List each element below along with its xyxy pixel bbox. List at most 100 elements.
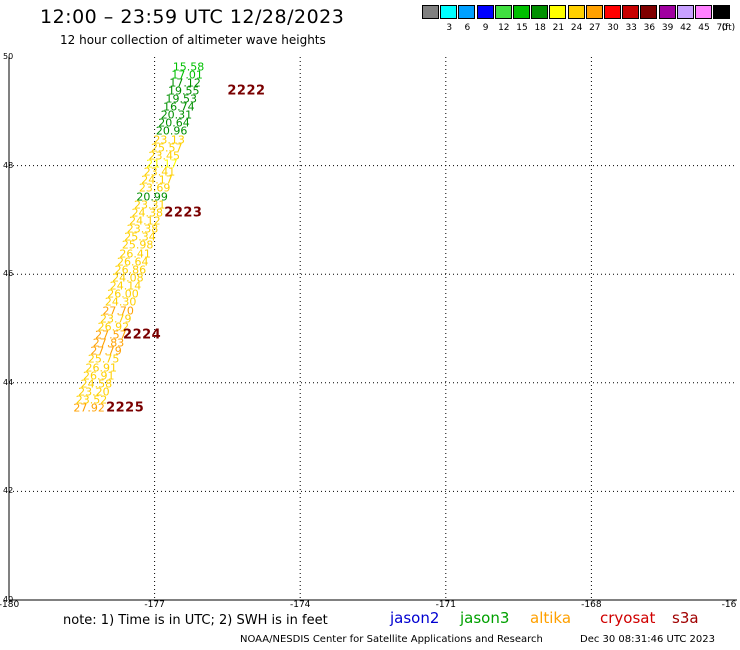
- y-tick-label: 50: [3, 52, 14, 61]
- x-tick-label: -168: [581, 600, 602, 610]
- swh-value: 27.79: [90, 344, 122, 358]
- swh-value: 26.00: [107, 287, 139, 301]
- pass-label: 2222: [227, 83, 266, 99]
- footer-credit: NOAA/NESDIS Center for Satellite Applica…: [240, 634, 543, 645]
- swh-value: 23.69: [138, 181, 171, 195]
- legend-label: 42: [680, 23, 692, 33]
- swh-value: 26.64: [117, 255, 149, 269]
- legend-label: 45: [698, 23, 710, 33]
- legend-swatch: [604, 5, 621, 19]
- swh-value: 23.38: [126, 222, 159, 236]
- satellite-name: altika: [530, 609, 572, 627]
- swh-value: 15.58: [172, 60, 205, 74]
- y-tick-label: 40: [3, 595, 14, 604]
- swh-value: 27.92: [73, 401, 105, 415]
- legend-swatch: [713, 5, 731, 19]
- swh-value: 24.58: [80, 377, 113, 391]
- swh-value: 23.79: [100, 312, 132, 326]
- legend-swatch: [640, 5, 658, 19]
- swh-value: 24.17: [141, 173, 173, 187]
- legend-label: 36: [643, 23, 656, 33]
- swh-value: 24.14: [109, 279, 142, 293]
- pass-label: 2225: [106, 400, 145, 416]
- satellite-name: jason3: [460, 609, 510, 627]
- legend-label: 6: [464, 23, 471, 33]
- legend-swatch: [531, 5, 549, 19]
- legend-swatch: [513, 5, 530, 19]
- swh-value: 26.91: [85, 361, 117, 375]
- legend-label: 70: [716, 23, 728, 33]
- swh-value: 17.12: [169, 76, 201, 90]
- x-tick-label: -171: [435, 600, 457, 610]
- y-tick-label: 46: [3, 269, 14, 279]
- swh-value: 19.55: [167, 84, 200, 98]
- swh-value: 23.31: [133, 198, 166, 212]
- legend-swatch: [658, 5, 676, 19]
- legend-label: 3: [446, 23, 453, 33]
- swh-value: 26.86: [114, 263, 147, 277]
- y-tick-label: 48: [3, 160, 14, 170]
- swh-value: 25.57: [150, 141, 183, 155]
- legend-swatch: [440, 5, 458, 19]
- swh-value: 23.45: [148, 149, 181, 163]
- legend-swatch: [622, 5, 640, 19]
- swh-value: 20.31: [160, 108, 193, 122]
- swh-value: 27.57: [95, 328, 127, 342]
- pass-label: 2224: [123, 327, 162, 343]
- swh-value: 25.75: [87, 352, 120, 366]
- swh-value: 23.13: [153, 133, 185, 147]
- legend-unit: (ft): [721, 23, 736, 33]
- legend-swatch: [494, 5, 512, 19]
- swh-value: 26.91: [83, 369, 115, 383]
- swh-value: 27.83: [92, 336, 125, 350]
- legend-label: 33: [625, 23, 637, 33]
- legend-label: 39: [661, 23, 674, 33]
- legend-label: 15: [516, 23, 528, 33]
- legend-label: 27: [589, 23, 601, 33]
- swh-value: 26.41: [119, 247, 151, 261]
- swh-value: 24.08: [112, 271, 144, 285]
- y-tick-label: 42: [3, 486, 14, 496]
- pass-label: 2223: [164, 205, 203, 221]
- legend-label: 12: [498, 23, 510, 33]
- swh-value: 23.52: [75, 393, 108, 407]
- legend-label: 24: [570, 23, 583, 33]
- x-tick-label: -177: [144, 600, 165, 610]
- x-tick-label: -16: [721, 600, 737, 610]
- legend-swatch: [676, 5, 694, 19]
- swh-value: 21.17: [146, 157, 178, 171]
- swh-value: 27.70: [102, 304, 134, 318]
- swh-value: 16.74: [163, 100, 195, 114]
- x-tick-label: -174: [289, 600, 311, 610]
- footer-note: note: 1) Time is in UTC; 2) SWH is in fe…: [63, 613, 328, 628]
- swh-value: 17.01: [171, 68, 203, 82]
- swh-value: 25.98: [121, 238, 154, 252]
- satellite-name: s3a: [672, 609, 699, 627]
- satellite-name: cryosat: [600, 609, 656, 627]
- legend-swatch: [695, 5, 712, 19]
- legend-swatch: [549, 5, 567, 19]
- swh-value: 24.30: [104, 295, 137, 309]
- x-tick-label: -180: [0, 600, 20, 610]
- y-tick-label: 44: [3, 377, 14, 387]
- swh-value: 24.38: [131, 206, 164, 220]
- legend-swatch: [458, 5, 476, 19]
- satellite-name: jason2: [390, 609, 440, 627]
- legend-label: 21: [552, 23, 565, 33]
- swh-value: 26.92: [97, 320, 130, 334]
- swh-value: 23.41: [143, 165, 176, 179]
- swh-value: 20.64: [158, 116, 190, 130]
- footer-timestamp: Dec 30 08:31:46 UTC 2023: [580, 634, 715, 645]
- page-subtitle: 12 hour collection of altimeter wave hei…: [60, 33, 326, 47]
- swh-value: 19.53: [165, 92, 198, 106]
- swh-value: 20.96: [155, 124, 188, 138]
- swh-value: 25.34: [124, 230, 156, 244]
- legend-swatch: [567, 5, 585, 19]
- legend-label: 18: [534, 23, 546, 33]
- legend-swatch: [476, 5, 494, 19]
- legend-label: 30: [607, 23, 619, 33]
- legend-swatch: [585, 5, 603, 19]
- page-title: 12:00 – 23:59 UTC 12/28/2023: [40, 6, 345, 28]
- legend-label: 9: [482, 23, 489, 33]
